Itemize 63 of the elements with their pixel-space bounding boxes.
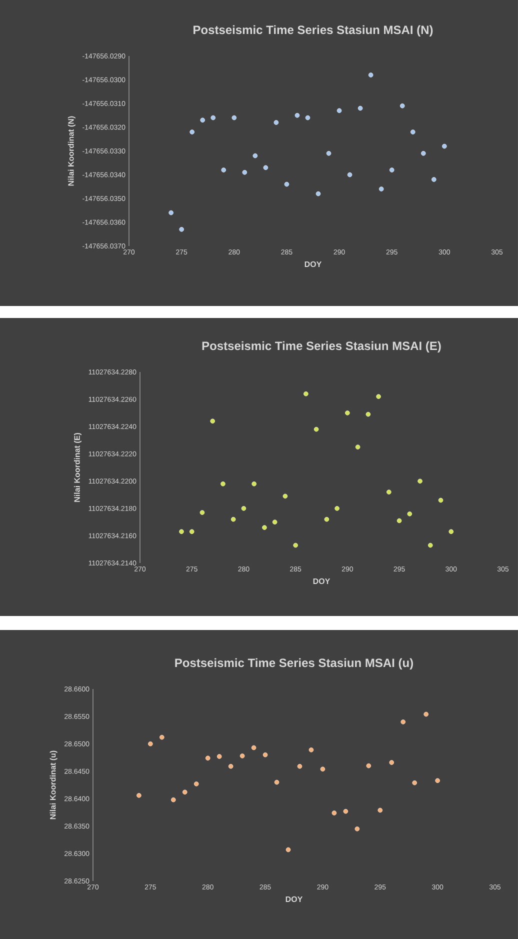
point	[240, 754, 245, 758]
point	[368, 72, 374, 78]
point	[389, 168, 394, 172]
point	[274, 120, 279, 125]
point	[262, 752, 268, 758]
point	[424, 712, 428, 717]
point	[210, 115, 216, 120]
point	[316, 191, 321, 196]
point	[412, 780, 417, 786]
point	[389, 760, 394, 765]
point	[242, 170, 248, 175]
point	[160, 734, 164, 740]
point	[297, 764, 302, 769]
x-axis-title: DOY	[286, 896, 303, 902]
point	[354, 826, 360, 832]
point	[332, 810, 337, 816]
point	[194, 782, 199, 786]
point	[378, 186, 384, 192]
point	[190, 130, 194, 134]
x-axis-title: DOY	[304, 261, 322, 268]
point	[347, 172, 352, 178]
point	[251, 745, 256, 750]
point	[442, 144, 447, 149]
point	[326, 150, 332, 156]
point	[136, 793, 142, 798]
point	[274, 780, 280, 785]
point	[400, 103, 405, 108]
point	[343, 808, 348, 814]
point	[168, 210, 174, 216]
point	[435, 778, 440, 784]
point	[216, 754, 222, 759]
chart-title: Postseismic Time Series Stasiun MSAI (N)	[194, 25, 433, 36]
point	[232, 115, 237, 120]
point	[171, 797, 176, 802]
point	[263, 165, 268, 170]
point	[432, 177, 436, 182]
y-axis-title: Nilai Koordinat (N)	[68, 116, 76, 186]
point	[205, 756, 210, 761]
point	[366, 763, 372, 768]
x-axis-title: DOY	[313, 578, 330, 584]
point	[286, 847, 291, 852]
chart-title: Postseismic Time Series Stasiun MSAI (u)	[175, 658, 413, 670]
chart-title: Postseismic Time Series Stasiun MSAI (E)	[202, 341, 441, 352]
point	[320, 766, 326, 772]
point	[305, 115, 310, 120]
point	[221, 168, 226, 172]
point	[179, 226, 184, 232]
point	[228, 764, 234, 769]
point	[400, 720, 406, 724]
point	[182, 790, 188, 795]
y-axis-title: Nilai Koordinat (u)	[50, 750, 58, 820]
point	[420, 150, 426, 156]
point	[410, 130, 416, 134]
point	[148, 741, 153, 746]
point	[294, 112, 300, 118]
point	[336, 108, 342, 114]
point	[200, 118, 205, 123]
point	[378, 808, 383, 813]
point	[358, 106, 363, 111]
y-axis-title: Nilai Koordinat (E)	[74, 433, 82, 502]
point	[252, 153, 258, 158]
point	[308, 747, 314, 752]
point	[284, 182, 290, 187]
